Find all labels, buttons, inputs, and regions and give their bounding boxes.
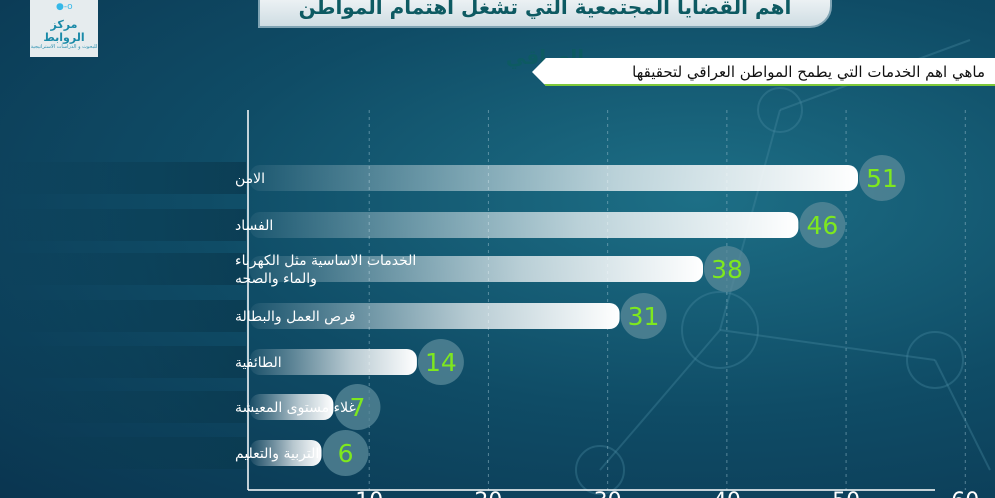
data-label: 38	[711, 255, 743, 284]
value-bubble	[334, 384, 381, 430]
data-label: 31	[628, 302, 660, 331]
value-bubble	[620, 293, 667, 339]
category-label-bg	[0, 300, 246, 332]
bar	[250, 256, 704, 282]
value-bubble	[417, 339, 464, 385]
bar	[250, 440, 322, 466]
category-label-bg	[0, 209, 246, 241]
data-label: 14	[425, 348, 457, 377]
data-label: 46	[806, 211, 838, 240]
bar	[250, 212, 799, 238]
bar	[250, 349, 417, 375]
category-label: الامن	[235, 171, 265, 187]
page-title: أهم القضايا المجتمعية التي تشغل اهتمام ا…	[258, 0, 832, 69]
chart-subtitle: ماهي اهم الخدمات التي يطمح المواطن العرا…	[532, 58, 995, 86]
value-bubble	[322, 430, 369, 476]
value-bubble	[799, 202, 846, 248]
category-label: الطائفية	[235, 355, 282, 371]
category-label-bg	[0, 162, 246, 194]
category-label: فرص العمل والبطالة	[235, 309, 356, 325]
x-tick-label: 10	[355, 489, 383, 498]
category-label-bg	[0, 391, 246, 423]
category-label: التربية والتعليم	[235, 446, 319, 462]
bar	[250, 394, 334, 420]
value-bubble	[704, 246, 751, 292]
data-label: 6	[338, 439, 354, 468]
data-label: 7	[349, 393, 365, 422]
logo-icon: o-●	[56, 2, 73, 12]
category-label-bg	[0, 346, 246, 378]
x-tick-label: 50	[832, 489, 860, 498]
value-bubble	[859, 155, 905, 201]
x-tick-label: 40	[713, 489, 741, 498]
category-label-bg	[0, 253, 246, 285]
logo: o-● مركز الروابط للبحوث و الدراسات الاست…	[30, 0, 98, 57]
logo-name: مركز الروابط	[43, 18, 85, 44]
bar	[250, 303, 620, 329]
logo-tagline: للبحوث و الدراسات الاستراتيجية	[30, 44, 98, 50]
category-label: الخدمات الاساسية مثل الكهرباء	[235, 253, 416, 269]
bar	[250, 165, 858, 191]
data-label: 51	[866, 164, 898, 193]
category-label-bg	[0, 437, 246, 469]
x-tick-label: 20	[474, 489, 502, 498]
x-tick-label: 30	[594, 489, 622, 498]
x-tick-label: 60	[951, 489, 979, 498]
category-label: والماء والصحه	[235, 271, 317, 287]
category-label: غلاء مستوى المعيشة	[235, 400, 356, 416]
category-label: الفساد	[235, 218, 273, 234]
